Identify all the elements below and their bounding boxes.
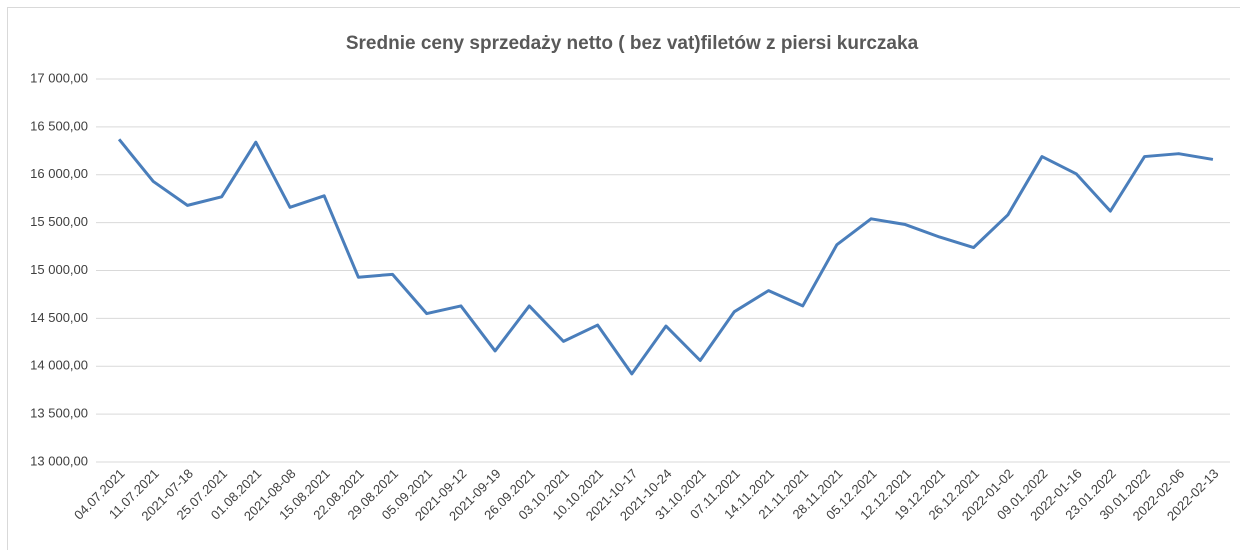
y-tick-label: 15 500,00 xyxy=(30,214,88,229)
y-tick-label: 16 000,00 xyxy=(30,166,88,181)
y-tick-label: 13 000,00 xyxy=(30,453,88,468)
chart-title: Srednie ceny sprzedaży netto ( bez vat)f… xyxy=(346,33,919,54)
y-tick-label: 14 000,00 xyxy=(30,358,88,373)
y-tick-label: 17 000,00 xyxy=(30,70,88,85)
y-tick-label: 14 500,00 xyxy=(30,310,88,325)
y-tick-label: 15 000,00 xyxy=(30,262,88,277)
data-line xyxy=(117,138,1214,376)
y-tick-label: 16 500,00 xyxy=(30,118,88,133)
chart-frame xyxy=(7,7,1240,550)
y-tick-label: 13 500,00 xyxy=(30,406,88,421)
